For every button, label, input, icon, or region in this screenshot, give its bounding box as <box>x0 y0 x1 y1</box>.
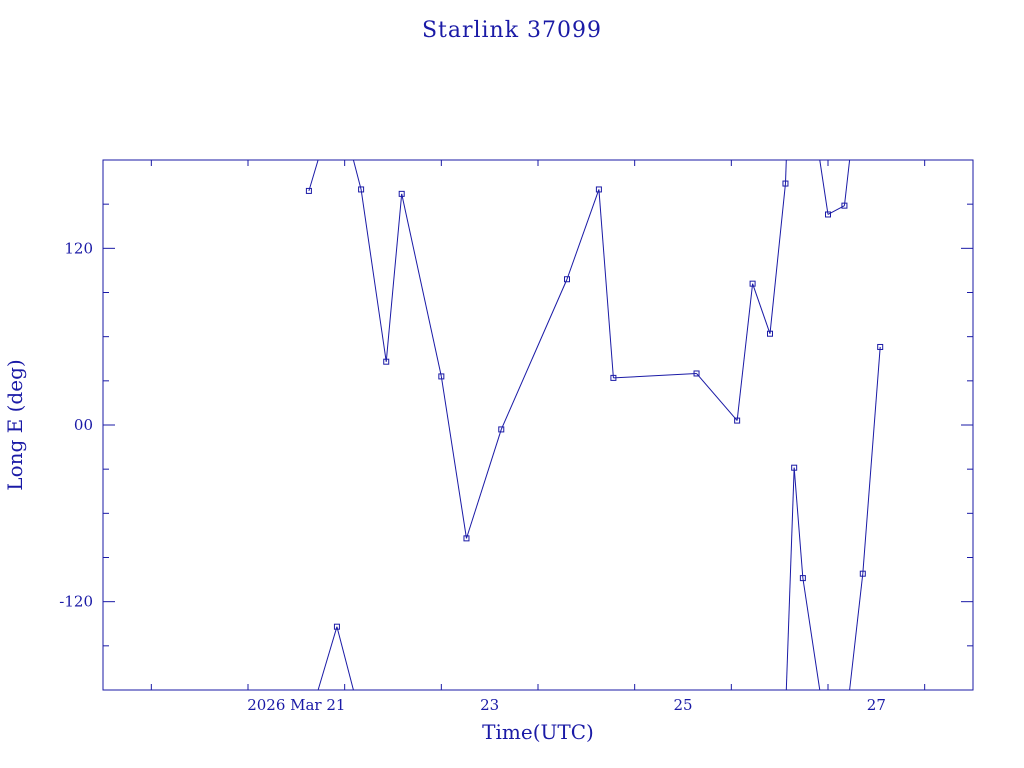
axis-tick-labels: 2026 Mar 21 23 25 27 -120 00 120 <box>59 239 886 714</box>
series-segment <box>819 159 829 215</box>
series-segment <box>802 578 821 691</box>
y-tick-label: 120 <box>64 239 93 257</box>
series-segment <box>598 189 614 378</box>
series-segment <box>752 283 771 334</box>
data-point <box>767 330 773 337</box>
data-point <box>782 180 789 187</box>
x-tick-label: 23 <box>480 696 499 714</box>
data-point <box>693 370 700 377</box>
data-point <box>595 186 602 193</box>
series-segment <box>784 159 787 184</box>
x-tick-label: 27 <box>867 696 886 714</box>
data-point <box>841 202 848 209</box>
series-segment <box>785 467 795 691</box>
data-markers <box>305 180 884 630</box>
data-point <box>877 343 884 350</box>
x-tick-label: 25 <box>673 696 692 714</box>
series-segment <box>360 189 387 362</box>
data-point <box>859 570 866 577</box>
data-point <box>438 373 445 380</box>
data-point <box>498 426 505 433</box>
data-point <box>749 280 756 287</box>
series-segment <box>769 183 786 334</box>
data-point <box>564 276 570 283</box>
axis-ticks <box>103 160 973 690</box>
data-point <box>734 417 741 424</box>
data-point <box>791 464 798 471</box>
plot-area: 2026 Mar 21 23 25 27 -120 00 120 <box>59 159 974 714</box>
series-lines <box>308 159 881 691</box>
series-segment <box>793 467 804 579</box>
series-segment <box>849 573 864 691</box>
chart-title: Starlink 37099 <box>422 18 602 43</box>
data-point <box>825 211 831 218</box>
data-point <box>398 190 405 197</box>
data-point <box>463 535 470 542</box>
y-axis-label: Long E (deg) <box>3 359 27 490</box>
x-tick-label: 2026 Mar 21 <box>247 696 345 714</box>
data-point <box>383 358 390 365</box>
data-point <box>358 186 365 193</box>
series-segment <box>843 159 851 206</box>
series-segment <box>736 283 754 421</box>
series-segment <box>440 376 467 539</box>
y-tick-label: 00 <box>74 416 93 434</box>
series-segment <box>336 626 354 691</box>
series-segment <box>308 159 319 192</box>
series-segment <box>696 373 738 421</box>
series-segment <box>385 193 403 362</box>
y-tick-label: -120 <box>59 593 93 611</box>
series-segment <box>401 193 442 377</box>
series-segment <box>317 626 338 691</box>
plot-frame <box>102 159 974 691</box>
series-segment <box>352 159 362 190</box>
data-point <box>610 374 617 381</box>
data-point <box>333 623 340 630</box>
data-point <box>799 575 806 582</box>
data-point <box>305 187 312 194</box>
series-segment <box>500 279 568 430</box>
series-segment <box>862 346 881 574</box>
series-segment <box>613 372 697 379</box>
series-segment <box>465 429 502 539</box>
x-axis-label: Time(UTC) <box>482 720 594 744</box>
series-segment <box>566 189 600 280</box>
